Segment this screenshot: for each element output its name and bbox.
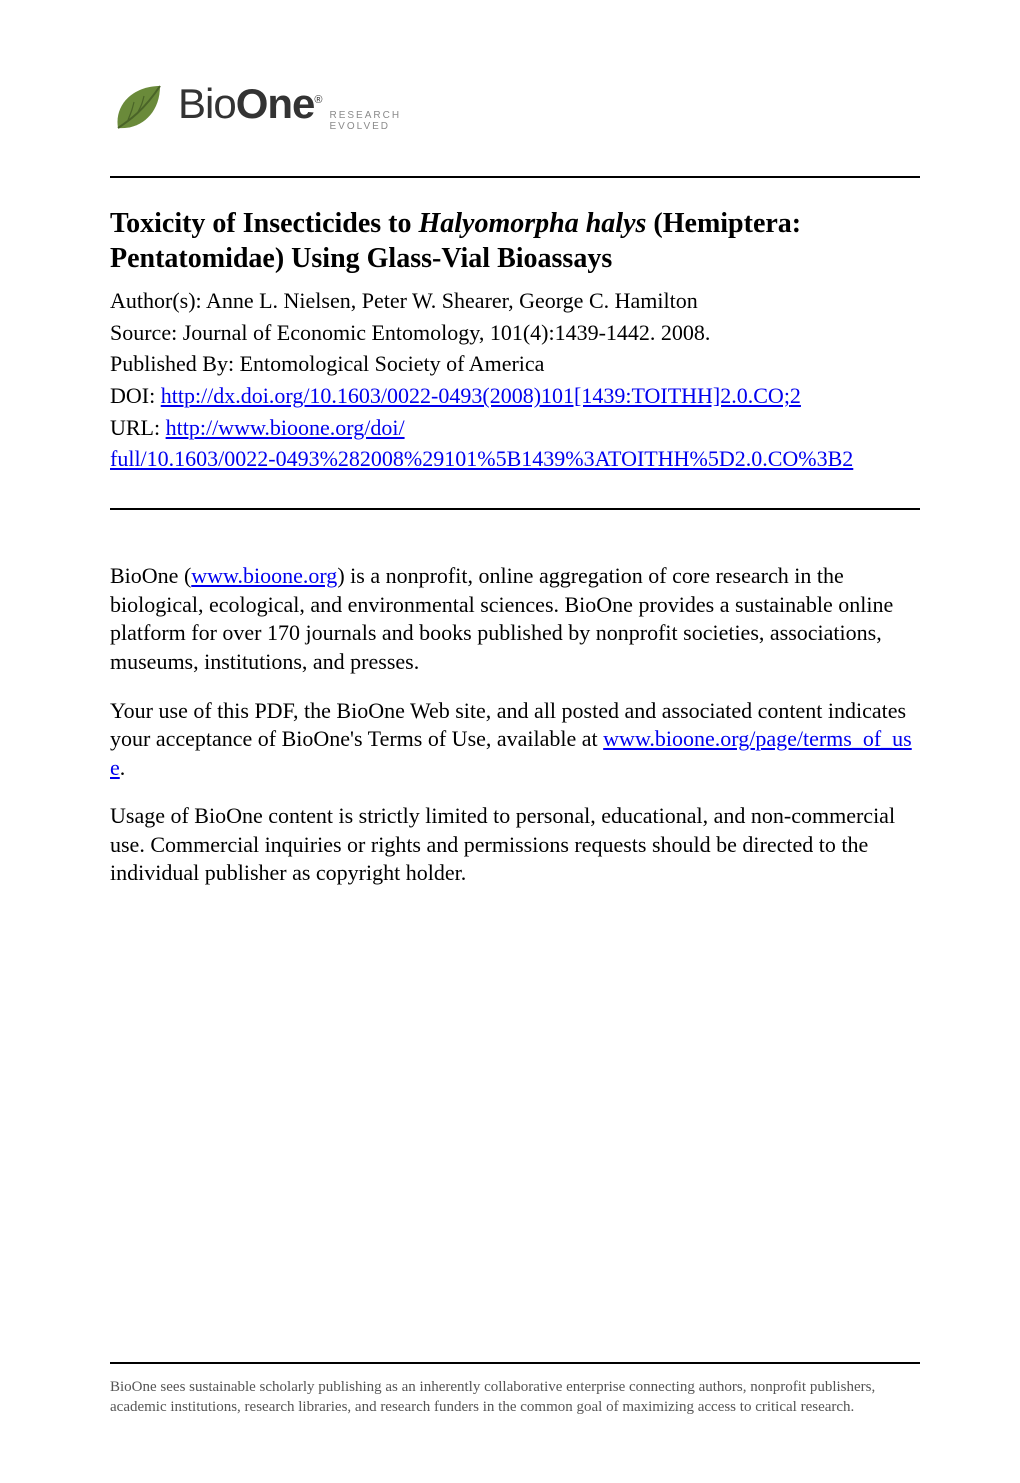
p1-link[interactable]: www.bioone.org xyxy=(191,563,337,588)
logo-tagline: RESEARCH EVOLVED xyxy=(330,110,402,136)
doi-link[interactable]: http://dx.doi.org/10.1603/0022-0493(2008… xyxy=(161,383,801,408)
logo-word: BioOne® xyxy=(178,80,322,128)
logo-text: BioOne® RESEARCH EVOLVED xyxy=(178,80,401,136)
url-row: URL: http://www.bioone.org/doi/ xyxy=(110,413,920,443)
leaf-icon xyxy=(110,80,166,136)
logo-tagline-bottom: EVOLVED xyxy=(330,121,402,132)
authors-label: Author(s): xyxy=(110,288,206,313)
paragraph-3: Usage of BioOne content is strictly limi… xyxy=(110,802,920,888)
authors-row: Author(s): Anne L. Nielsen, Peter W. She… xyxy=(110,286,920,316)
logo-registered: ® xyxy=(314,94,321,106)
paragraph-1: BioOne (www.bioone.org) is a nonprofit, … xyxy=(110,562,920,676)
logo-block: BioOne® RESEARCH EVOLVED xyxy=(110,80,920,136)
doi-label: DOI: xyxy=(110,383,161,408)
url-link-part1[interactable]: http://www.bioone.org/doi/ xyxy=(166,415,405,440)
rule-footer xyxy=(110,1362,920,1364)
title-pre: Toxicity of Insecticides to xyxy=(110,208,419,239)
url-link-part2[interactable]: full/10.1603/0022-0493%282008%29101%5B14… xyxy=(110,446,853,471)
meta-block: Author(s): Anne L. Nielsen, Peter W. She… xyxy=(110,286,920,474)
logo-bio: Bio xyxy=(178,80,236,127)
title-italic: Halyomorpha halys xyxy=(419,208,647,239)
rule-mid xyxy=(110,508,920,510)
source-label: Source: xyxy=(110,320,183,345)
gap xyxy=(110,534,920,562)
article-title: Toxicity of Insecticides to Halyomorpha … xyxy=(110,206,920,276)
p2-post: . xyxy=(120,755,126,780)
published-by-row: Published By: Entomological Society of A… xyxy=(110,349,920,379)
source-value: Journal of Economic Entomology, 101(4):1… xyxy=(183,320,711,345)
paragraph-2: Your use of this PDF, the BioOne Web sit… xyxy=(110,697,920,783)
footer-block: BioOne sees sustainable scholarly publis… xyxy=(110,1362,920,1417)
published-by-label: Published By: xyxy=(110,351,240,376)
url-label: URL: xyxy=(110,415,166,440)
source-row: Source: Journal of Economic Entomology, … xyxy=(110,318,920,348)
rule-top xyxy=(110,176,920,178)
footer-text: BioOne sees sustainable scholarly publis… xyxy=(110,1378,920,1417)
page-root: BioOne® RESEARCH EVOLVED Toxicity of Ins… xyxy=(0,0,1020,1483)
url-row2: full/10.1603/0022-0493%282008%29101%5B14… xyxy=(110,444,920,474)
p1-pre: BioOne ( xyxy=(110,563,191,588)
logo-tagline-top: RESEARCH xyxy=(330,110,402,121)
published-by-value: Entomological Society of America xyxy=(240,351,545,376)
authors-value: Anne L. Nielsen, Peter W. Shearer, Georg… xyxy=(206,288,698,313)
logo-one: One xyxy=(236,80,315,127)
doi-row: DOI: http://dx.doi.org/10.1603/0022-0493… xyxy=(110,381,920,411)
